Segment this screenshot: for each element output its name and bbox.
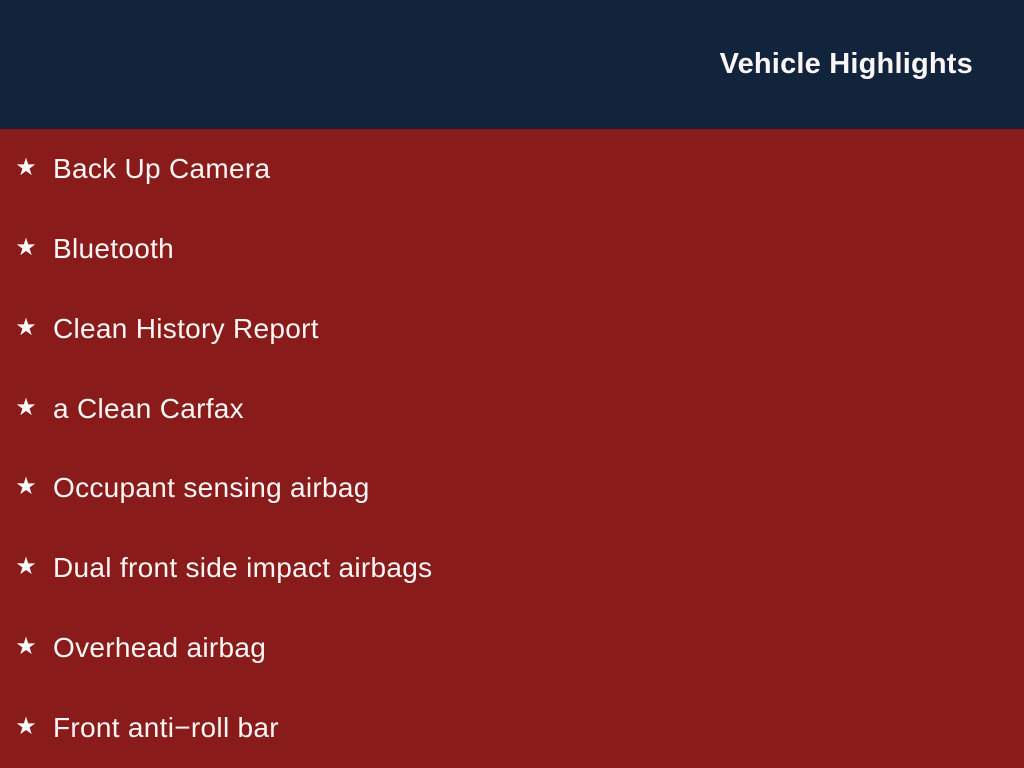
star-bullet-icon: ★ xyxy=(15,393,37,421)
star-bullet-icon: ★ xyxy=(15,233,37,261)
list-item: ★ Bluetooth xyxy=(0,209,1024,289)
list-item: ★ a Clean Carfax xyxy=(0,369,1024,449)
highlights-list: ★ Back Up Camera ★ Bluetooth ★ Clean History … xyxy=(0,129,1024,768)
star-bullet-icon: ★ xyxy=(15,313,37,341)
star-bullet-icon: ★ xyxy=(15,553,37,581)
list-item: ★ Dual front side impact airbags xyxy=(0,528,1024,608)
highlights-section: ★ Back Up Camera ★ Bluetooth ★ Clean History … xyxy=(0,129,1024,768)
star-bullet-icon: ★ xyxy=(15,713,37,741)
list-item: ★ Clean History Report xyxy=(0,289,1024,369)
list-item-label: Occupant sensing airbag xyxy=(53,472,370,504)
list-item-label: Front anti−roll bar xyxy=(53,712,279,744)
list-item-label: Overhead airbag xyxy=(53,632,267,664)
list-item: ★ Overhead airbag xyxy=(0,608,1024,688)
star-bullet-icon: ★ xyxy=(15,473,37,501)
list-item-label: a Clean Carfax xyxy=(53,392,244,424)
list-item-label: Bluetooth xyxy=(53,232,175,264)
page-title: Vehicle Highlights xyxy=(719,48,973,80)
list-item: ★ Back Up Camera xyxy=(0,129,1024,209)
list-item: ★ Front anti−roll bar xyxy=(0,688,1024,768)
list-item-label: Clean History Report xyxy=(53,312,319,344)
star-bullet-icon: ★ xyxy=(15,633,37,661)
list-item-label: Back Up Camera xyxy=(53,152,271,184)
list-item: ★ Occupant sensing airbag xyxy=(0,449,1024,529)
star-bullet-icon: ★ xyxy=(15,153,37,181)
header-bar: Vehicle Highlights xyxy=(0,0,1024,129)
list-item-label: Dual front side impact airbags xyxy=(53,552,433,584)
